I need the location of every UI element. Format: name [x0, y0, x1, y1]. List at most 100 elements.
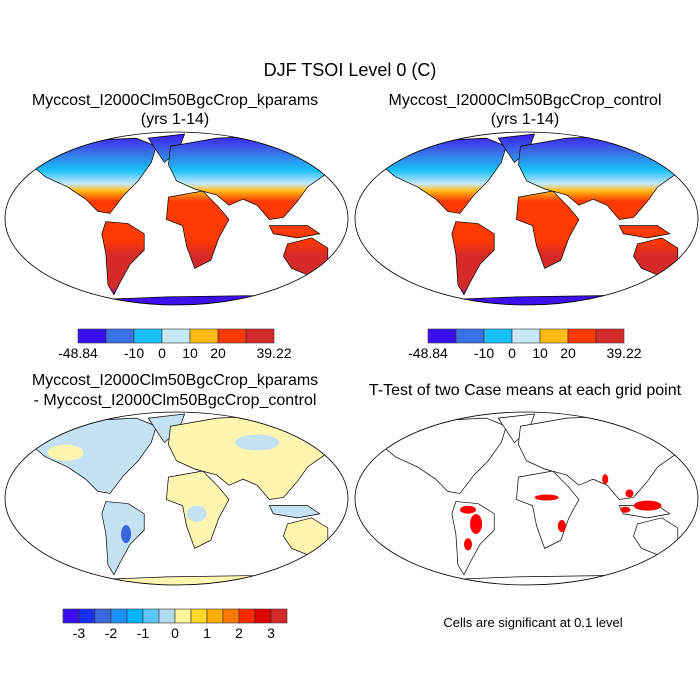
colorbar-box — [483, 328, 513, 344]
colorbar-box — [126, 608, 144, 624]
colorbar-label: 2 — [235, 625, 243, 641]
continent-indonesia — [268, 505, 321, 519]
colorbar-label: 1 — [203, 625, 211, 641]
colorbar-box — [595, 328, 625, 344]
map-kparams — [4, 131, 349, 306]
panel1-title: Myccost_I2000Clm50BgcCrop_kparams — [31, 92, 319, 109]
colorbar-kparams — [77, 328, 275, 344]
colorbar-box — [133, 328, 163, 344]
colorbar-box — [206, 608, 224, 624]
continent-south-america — [451, 221, 495, 296]
continent-north-america — [382, 137, 507, 214]
colorbar-control — [427, 328, 625, 344]
map-border — [354, 131, 699, 306]
panel1-subtitle: (yrs 1-14) — [140, 111, 210, 128]
continent-africa — [166, 190, 230, 269]
colorbar-box — [142, 608, 160, 624]
continent-indonesia — [268, 225, 321, 239]
colorbar-label: 0 — [158, 345, 166, 361]
colorbar-box — [189, 328, 219, 344]
colorbar-box — [427, 328, 457, 344]
colorbar-box — [511, 328, 541, 344]
colorbar-label: 20 — [560, 345, 576, 361]
colorbar-label: -3 — [72, 625, 86, 641]
colorbar-box — [238, 608, 256, 624]
anomaly-patch — [121, 525, 132, 544]
colorbar-label: -1 — [136, 625, 150, 641]
colorbar-box — [567, 328, 597, 344]
anomaly-patch — [186, 505, 207, 522]
colorbar-box — [94, 608, 112, 624]
map-ttest — [354, 411, 699, 586]
colorbar-label: 10 — [182, 345, 198, 361]
colorbar-label: 10 — [532, 345, 548, 361]
significant-cells — [463, 538, 472, 551]
panel2-subtitle: (yrs 1-14) — [490, 111, 560, 128]
continent-antarctica — [415, 574, 678, 585]
continent-antarctica — [415, 294, 678, 305]
panel2-title: Myccost_I2000Clm50BgcCrop_control — [388, 92, 662, 109]
panel3-subtitle: - Myccost_I2000Clm50BgcCrop_control — [33, 392, 317, 409]
colorbar-box — [174, 608, 192, 624]
colorbar-label: -48.84 — [58, 345, 98, 361]
continent-antarctica — [65, 574, 328, 585]
continent-australia — [283, 237, 329, 277]
map-border — [354, 411, 699, 586]
colorbar-box — [217, 328, 247, 344]
colorbar-box — [77, 328, 107, 344]
colorbar-box — [254, 608, 272, 624]
continent-south-america — [101, 221, 145, 296]
significant-cells — [470, 513, 483, 534]
continent-north-america — [32, 417, 157, 494]
colorbar-box — [78, 608, 96, 624]
continent-antarctica — [65, 294, 328, 305]
figure-title: DJF TSOI Level 0 (C) — [263, 60, 437, 80]
continent-south-america — [451, 501, 495, 576]
colorbar-label: 0 — [171, 625, 179, 641]
colorbar-difference — [62, 608, 288, 624]
colorbar-box — [245, 328, 275, 344]
colorbar-box — [110, 608, 128, 624]
map-control — [354, 131, 699, 306]
continent-north-america — [382, 417, 507, 494]
continent-australia — [633, 237, 679, 277]
colorbar-label: -48.84 — [408, 345, 448, 361]
colorbar-label: 39.22 — [606, 345, 642, 361]
colorbar-label: -10 — [123, 345, 145, 361]
map-difference — [4, 411, 349, 586]
colorbar-label: 3 — [267, 625, 275, 641]
significant-cells — [625, 489, 634, 498]
continent-australia — [633, 517, 679, 557]
significant-cells — [620, 506, 631, 513]
map-border — [4, 411, 349, 586]
significant-cells — [459, 505, 476, 514]
significant-cells — [602, 474, 609, 485]
anomaly-patch — [235, 434, 280, 451]
colorbar-label: -2 — [104, 625, 118, 641]
colorbar-label: -10 — [473, 345, 495, 361]
colorbar-box — [190, 608, 208, 624]
panel3-title: Myccost_I2000Clm50BgcCrop_kparams — [31, 372, 319, 389]
continent-africa — [516, 190, 580, 269]
continent-australia — [283, 517, 329, 557]
colorbar-label: 20 — [210, 345, 226, 361]
colorbar-box — [161, 328, 191, 344]
colorbar-label: 39.22 — [256, 345, 292, 361]
colorbar-label: 0 — [508, 345, 516, 361]
colorbar-box — [62, 608, 80, 624]
significant-cells — [557, 519, 566, 532]
significance-note: Cells are significant at 0.1 level — [443, 615, 623, 630]
colorbar-box — [105, 328, 135, 344]
continent-indonesia — [618, 225, 671, 239]
anomaly-patch — [47, 444, 84, 461]
significant-cells — [534, 494, 559, 501]
panel4-title: T-Test of two Case means at each grid po… — [368, 382, 682, 399]
colorbar-box — [158, 608, 176, 624]
colorbar-box — [270, 608, 288, 624]
continent-north-america — [32, 137, 157, 214]
map-border — [4, 131, 349, 306]
significant-cells — [633, 500, 662, 511]
continent-africa — [516, 470, 580, 549]
colorbar-box — [455, 328, 485, 344]
